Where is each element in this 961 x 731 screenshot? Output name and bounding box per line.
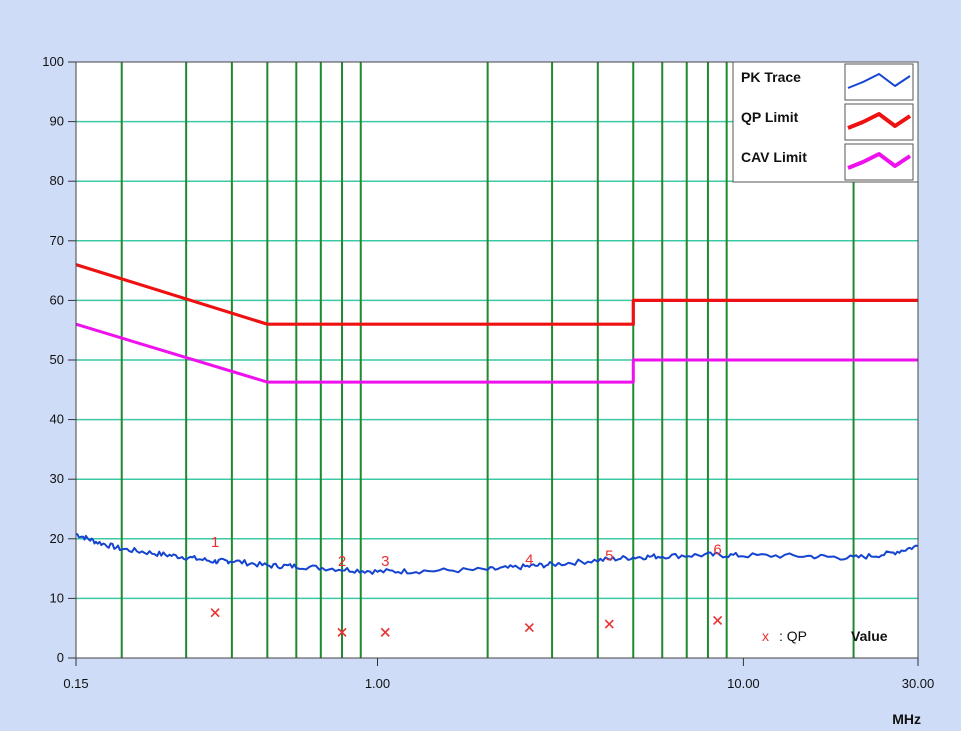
peak-marker-label: 5 [605, 547, 613, 564]
legend: PK Trace QP Limit CAV Limit [732, 61, 919, 183]
peak-marker-label: 1 [211, 534, 219, 551]
legend-label: CAV Limit [741, 149, 807, 165]
qp-point-marker [337, 627, 347, 637]
legend-label: QP Limit [741, 109, 799, 125]
y-tick-label: 40 [50, 412, 64, 427]
y-tick-label: 80 [50, 173, 64, 188]
peak-marker-label: 3 [381, 553, 389, 570]
legend-swatch-pk [847, 73, 911, 89]
y-tick-label: 20 [50, 531, 64, 546]
y-tick-label: 60 [50, 292, 64, 307]
qp-legend-label: : QP [779, 628, 807, 644]
series-cav-limit [75, 322, 918, 384]
qp-point-marker [604, 619, 614, 629]
y-tick-label: 30 [50, 471, 64, 486]
series-qp-limit [75, 263, 918, 326]
qp-point-marker [524, 623, 534, 633]
horizontal-gridlines [76, 120, 918, 600]
peak-marker-label: 2 [338, 553, 346, 570]
y-tick-label: 0 [57, 650, 64, 665]
qp-point-stroke [210, 608, 220, 618]
qp-point-marker [210, 608, 220, 618]
x-tick-label: 10.00 [727, 676, 760, 691]
legend-swatch-qp-limit [847, 112, 912, 130]
peak-marker-label: 4 [525, 551, 533, 568]
qp-point-marker [713, 615, 723, 626]
qp-legend-symbol: x [762, 628, 769, 644]
y-tick-label: 90 [50, 114, 64, 129]
series-layer [75, 263, 919, 575]
marker-layer: 1 2 3 4 5 6 [210, 534, 723, 637]
x-tick-label: 0.15 [63, 676, 88, 691]
qp-point-stroke [380, 627, 390, 637]
qp-point-stroke [604, 619, 614, 629]
plot-frame [75, 61, 919, 659]
qp-legend: x : QP Value [762, 628, 888, 644]
y-tick-label: 70 [50, 233, 64, 248]
axes-layer: 0 10 20 30 40 50 60 70 80 90 100 0.15 1.00 10.00 30.00 [42, 54, 934, 691]
legend-label: PK Trace [741, 69, 801, 85]
x-tick-label: 1.00 [365, 676, 390, 691]
series-pk [75, 533, 919, 575]
peak-marker-label: 6 [713, 541, 721, 558]
qp-point-marker [380, 627, 390, 637]
y-tick-label: 10 [50, 590, 64, 605]
qp-point-stroke [337, 627, 347, 637]
y-tick-label: 50 [50, 352, 64, 367]
x-axis-unit: MHz [892, 711, 921, 727]
qp-point-stroke [713, 615, 723, 626]
y-tick-label: 100 [42, 54, 64, 69]
legend-swatch-cav-limit [847, 152, 912, 170]
x-tick-label: 30.00 [902, 676, 935, 691]
qp-legend-value-label: Value [851, 628, 888, 644]
qp-point-stroke [524, 623, 534, 633]
